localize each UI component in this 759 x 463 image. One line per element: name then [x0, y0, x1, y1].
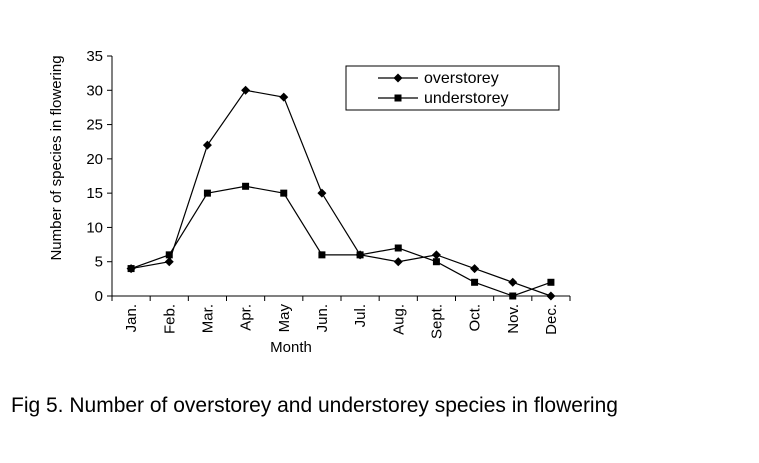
data-point-overstorey — [470, 264, 480, 274]
data-point-overstorey — [393, 257, 403, 267]
data-point-understorey — [242, 182, 250, 190]
data-point-understorey — [203, 189, 211, 197]
data-point-understorey — [318, 251, 326, 259]
y-tick-label: 10 — [86, 219, 103, 236]
x-tick-label: Mar. — [199, 304, 216, 333]
series-line-understorey — [130, 185, 552, 297]
data-point-understorey — [280, 189, 288, 197]
data-point-understorey — [165, 251, 173, 259]
data-point-overstorey — [431, 250, 441, 260]
data-point-overstorey — [279, 92, 289, 102]
data-point-understorey — [394, 244, 402, 252]
data-point-understorey — [127, 265, 135, 273]
data-point-understorey — [356, 251, 364, 259]
legend-label: understorey — [424, 90, 509, 107]
x-tick-label: Jun. — [314, 304, 331, 332]
x-tick-label: Jul. — [352, 304, 369, 327]
y-tick-label: 20 — [86, 151, 103, 168]
data-point-understorey — [432, 258, 440, 266]
legend-marker-overstorey — [393, 73, 403, 83]
y-tick-label: 30 — [86, 82, 103, 99]
data-point-overstorey — [241, 85, 251, 95]
legend-label: overstorey — [424, 70, 499, 87]
y-tick-label: 0 — [95, 288, 103, 305]
x-tick-label: Aug. — [390, 304, 407, 335]
x-tick-label: Jan. — [123, 304, 140, 332]
y-tick-label: 35 — [86, 48, 103, 65]
data-point-overstorey — [164, 257, 174, 267]
data-point-overstorey — [202, 140, 212, 150]
x-tick-label: Feb. — [161, 304, 178, 334]
y-tick-label: 5 — [95, 254, 103, 271]
figure-caption: Fig 5. Number of overstorey and understo… — [11, 394, 618, 417]
x-tick-label: Nov. — [505, 304, 522, 334]
data-point-overstorey — [508, 277, 518, 287]
y-tick-label: 15 — [86, 185, 103, 202]
x-tick-label: Dec. — [543, 304, 560, 335]
x-axis-title: Month — [270, 339, 312, 356]
x-tick-label: Sept. — [428, 304, 445, 339]
data-point-understorey — [547, 278, 555, 286]
data-point-understorey — [471, 278, 479, 286]
data-point-understorey — [509, 292, 517, 300]
plot-area: 0 5 10 15 20 25 30 35 Jan. Feb. Mar. Apr. May Jun. Jul… — [86, 48, 571, 339]
y-tick-label: 25 — [86, 117, 103, 134]
data-point-overstorey — [546, 291, 556, 301]
series-line-overstorey — [130, 89, 552, 297]
legend-marker-understorey — [394, 94, 402, 102]
data-point-overstorey — [317, 188, 327, 198]
x-tick-label: Oct. — [467, 304, 484, 332]
legend-box — [345, 65, 560, 111]
x-tick-label: May — [276, 304, 293, 333]
y-axis-title: Number of species in flowering — [48, 55, 65, 260]
x-tick-label: Apr. — [238, 304, 255, 331]
